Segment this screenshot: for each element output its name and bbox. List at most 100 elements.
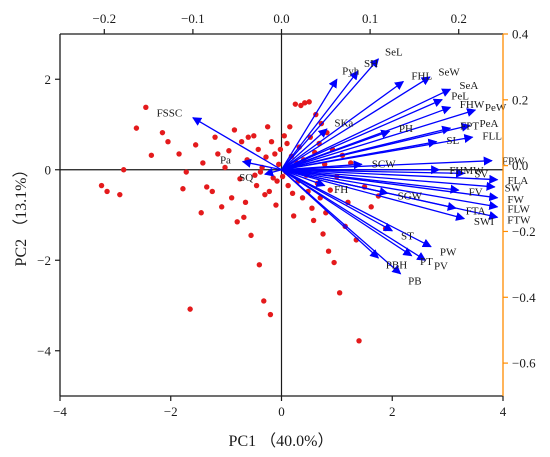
loading-arrow [281, 169, 326, 188]
loading-label: PT [420, 256, 433, 268]
score-point [309, 205, 315, 211]
loading-label: Pyh [342, 66, 360, 78]
score-point [133, 125, 140, 131]
loading-arrow [281, 129, 391, 171]
loading-arrow [264, 167, 282, 177]
loading-label: SCW [372, 159, 396, 171]
loading-label: FW [507, 194, 524, 206]
score-point [251, 133, 257, 139]
score-point [242, 199, 249, 206]
loading-label: FH [334, 184, 348, 196]
score-point [274, 178, 280, 184]
score-points [98, 99, 389, 344]
top-tick-label: 0.1 [362, 11, 378, 26]
score-point [348, 160, 354, 166]
x-tick-label: 0 [278, 404, 285, 419]
loading-arrow [192, 117, 282, 171]
loading-arrow [281, 169, 499, 210]
loading-arrow [281, 169, 402, 275]
score-point [266, 188, 273, 195]
score-point [310, 217, 317, 224]
score-point [289, 190, 296, 196]
loading-arrow [281, 125, 452, 171]
y-tick-label: 0 [45, 162, 52, 177]
score-point [238, 138, 245, 145]
score-point [192, 142, 199, 148]
loading-arrow [281, 169, 466, 221]
score-point [325, 248, 332, 254]
loading-arrow [281, 169, 432, 248]
score-point [180, 186, 186, 192]
score-point [298, 102, 304, 109]
score-point [327, 187, 333, 193]
right-tick-label: −0.4 [512, 290, 536, 305]
score-point [331, 259, 337, 266]
score-point [267, 311, 274, 318]
loading-arrow [281, 168, 466, 178]
y-tick-label: 2 [45, 72, 52, 87]
loading-arrow [241, 158, 282, 171]
loading-arrow [281, 76, 431, 171]
loading-label: SW [505, 183, 522, 195]
loading-label: PeW [485, 102, 507, 114]
top-tick-label: 0.2 [451, 11, 467, 26]
score-point [218, 204, 225, 210]
score-point [159, 129, 166, 136]
score-point [176, 151, 182, 157]
score-point [98, 182, 105, 189]
score-point [215, 151, 221, 157]
y-axis-title: PC2 （13.1%） [12, 162, 30, 267]
loading-arrow [281, 169, 499, 202]
score-point [183, 169, 189, 175]
score-point [104, 188, 110, 195]
loading-label: FLL [482, 130, 502, 142]
loading-label: FHL [411, 71, 432, 83]
loading-label: SeL [385, 46, 403, 58]
score-point [272, 151, 278, 157]
score-point [302, 100, 308, 106]
loading-label: PV [434, 261, 448, 273]
score-point [287, 124, 293, 130]
loading-arrow [281, 98, 443, 171]
x-tick-label: 4 [500, 404, 507, 419]
loading-arrow [280, 78, 338, 171]
loading-label: SeA [459, 80, 478, 92]
reference-lines [60, 34, 503, 396]
loading-vectors [192, 58, 499, 275]
score-point [200, 160, 206, 166]
right-tick-label: 0.0 [512, 158, 528, 173]
x-tick-label: −4 [53, 404, 67, 419]
loading-label: FSSC [157, 108, 183, 120]
score-point [284, 140, 290, 147]
score-point [268, 138, 275, 145]
score-point [222, 164, 228, 171]
score-point [292, 101, 299, 107]
loading-arrow [280, 70, 359, 171]
score-point [187, 306, 193, 312]
loading-label: SKa [334, 117, 353, 129]
loading-label: SWI [474, 216, 495, 228]
score-point [237, 176, 243, 182]
score-point [241, 214, 247, 220]
score-point [198, 210, 204, 216]
top-tick-label: 0.0 [273, 11, 289, 26]
loading-label: FLW [507, 204, 530, 216]
right-tick-label: −0.6 [512, 356, 536, 371]
score-point [281, 133, 287, 139]
score-point [261, 298, 267, 304]
score-point [277, 146, 284, 153]
loading-label: SV [474, 169, 488, 181]
score-point [273, 202, 279, 208]
y-tick-label: −2 [37, 253, 51, 268]
loading-label: FPW [502, 155, 525, 167]
score-point [356, 338, 362, 344]
loading-label: FV [469, 186, 483, 198]
loading-label: FTA [466, 205, 486, 217]
loading-label: SL [446, 135, 459, 147]
y-tick-label: −4 [37, 343, 51, 358]
loading-label: SeW [438, 67, 460, 79]
loading-label: SQ [239, 172, 253, 184]
loading-label: FHMW [449, 165, 484, 177]
score-point [263, 154, 269, 160]
